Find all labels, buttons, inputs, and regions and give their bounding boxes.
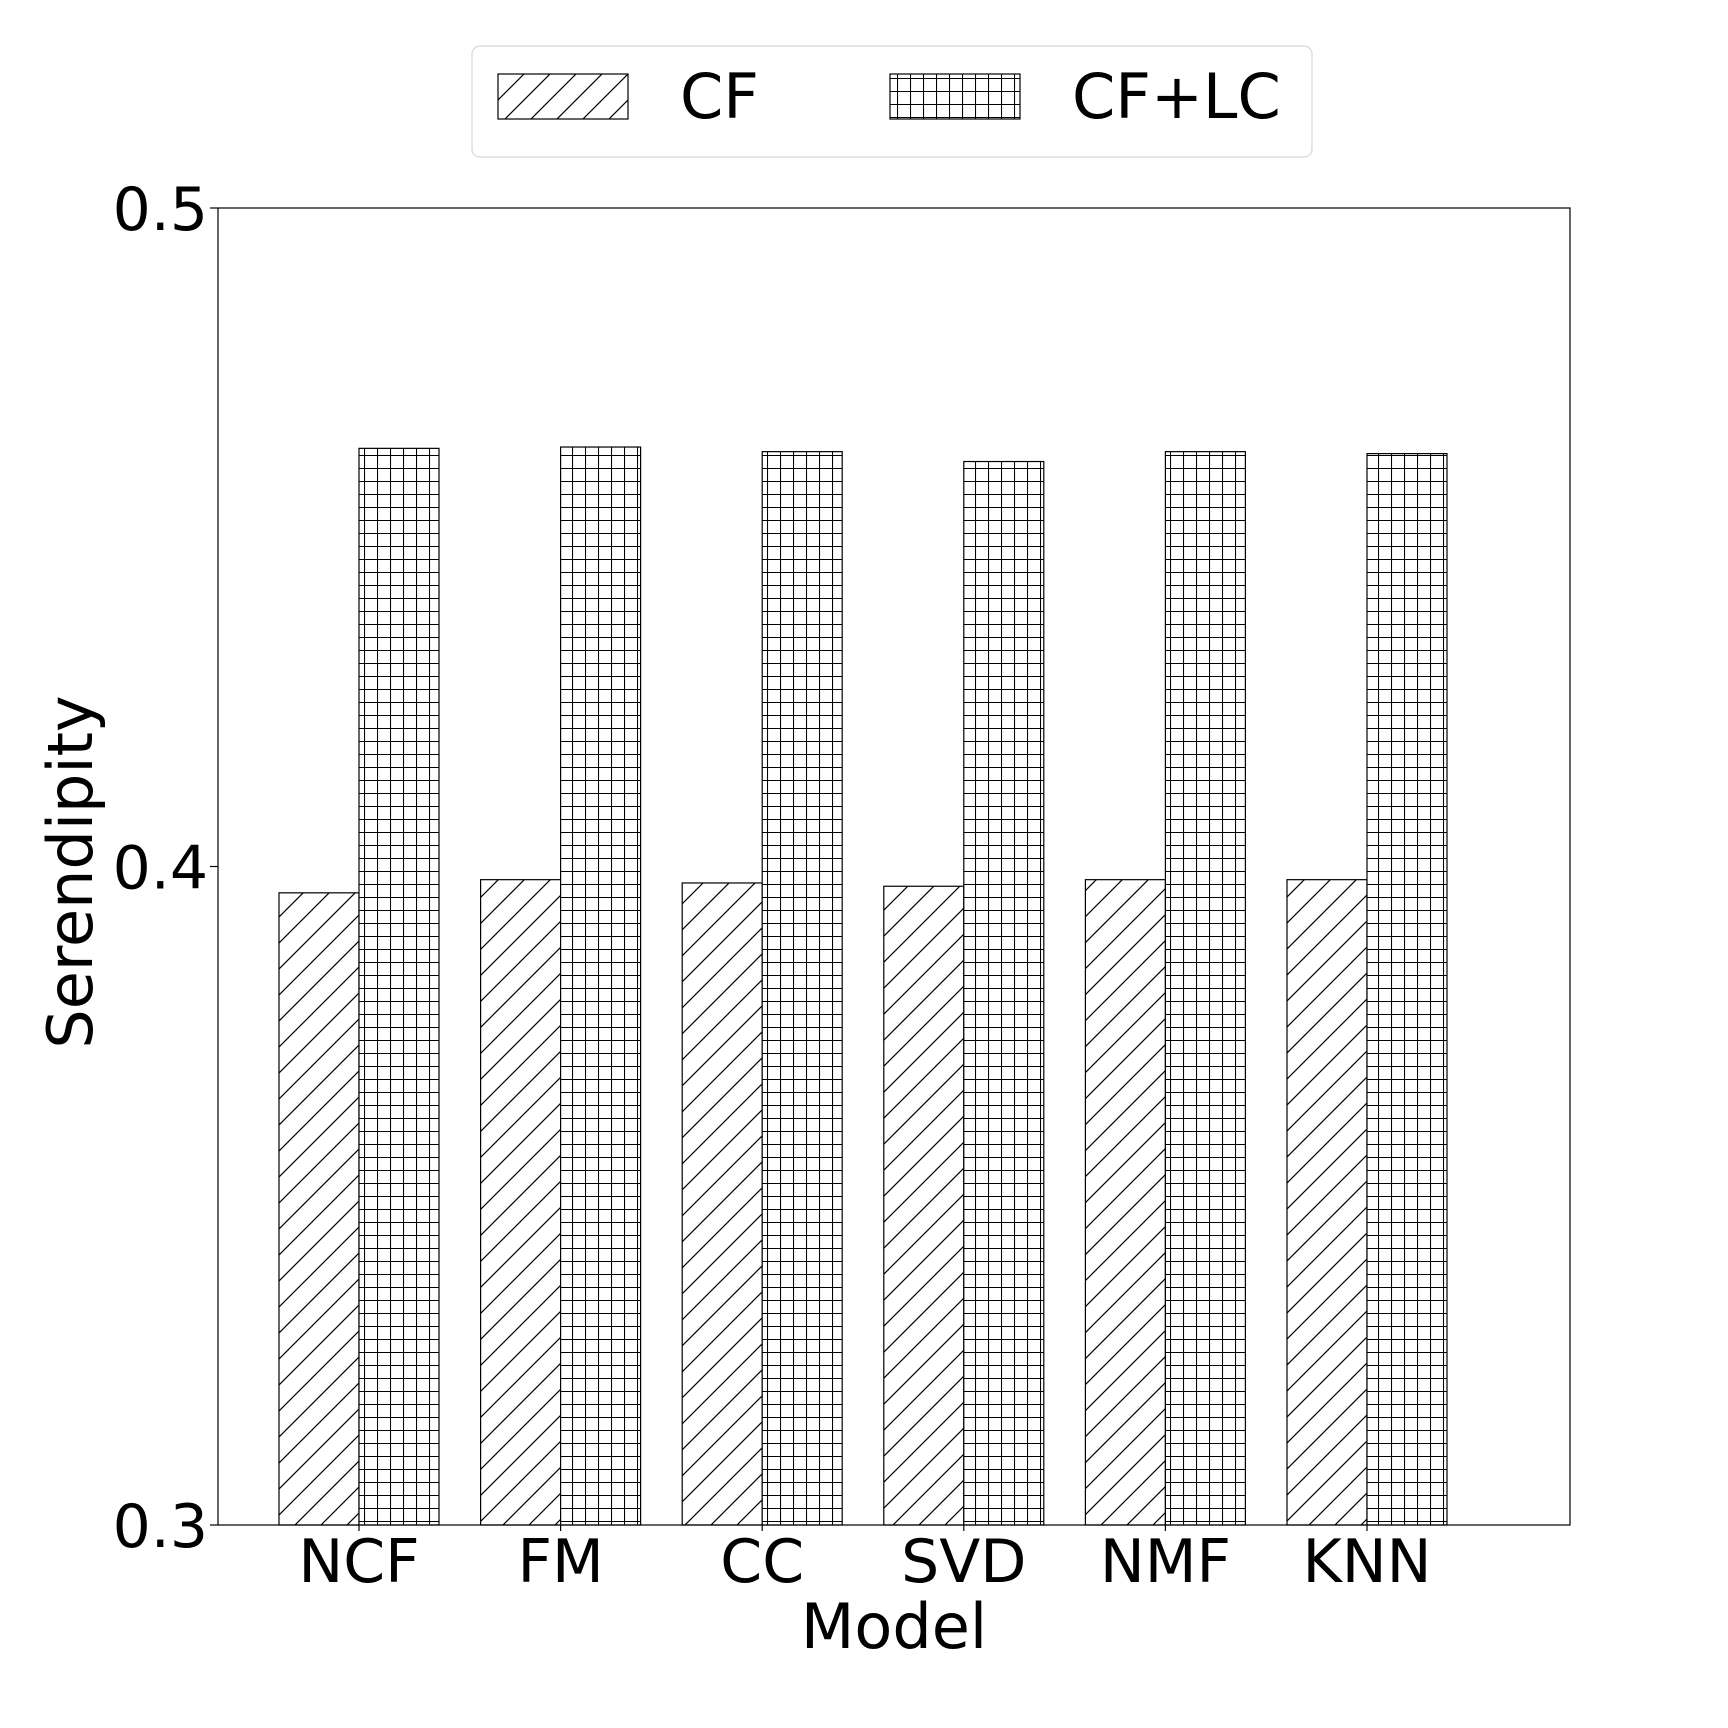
x-tick-label-nmf: NMF (1100, 1527, 1231, 1597)
bar-cf-nmf (1084, 879, 1167, 1526)
bar-cf-fm (480, 879, 562, 1526)
x-tick-label-cc: CC (720, 1527, 804, 1597)
x-axis-title: Model (801, 1590, 987, 1663)
bar-cf-lc-nmf (1164, 451, 1247, 1526)
legend: CF CF+LC (471, 45, 1313, 158)
y-axis-title: Serendipity (34, 695, 107, 1048)
bar-cf-svd (883, 885, 965, 1526)
x-tick-label-knn: KNN (1302, 1527, 1431, 1597)
y-axis: 0.3 0.4 0.5 (113, 175, 218, 1562)
bar-cf-lc-knn (1366, 453, 1448, 1526)
y-tick-label-0.4: 0.4 (113, 834, 208, 904)
x-axis: NCF FM CC SVD NMF KNN (298, 1525, 1432, 1597)
bar-cf-cc (681, 882, 763, 1526)
bar-cf-lc-cc (761, 451, 843, 1526)
y-tick-label-0.3: 0.3 (113, 1492, 208, 1562)
x-tick-label-fm: FM (517, 1527, 603, 1597)
bar-cf-lc-ncf (358, 447, 440, 1526)
x-tick-label-svd: SVD (901, 1527, 1026, 1597)
bar-cf-lc-fm (559, 446, 642, 1526)
y-tick-label-0.5: 0.5 (113, 175, 208, 245)
bar-cf-ncf (278, 892, 360, 1526)
x-tick-label-ncf: NCF (298, 1527, 419, 1597)
legend-swatch-cf (497, 73, 629, 120)
bars-group (278, 446, 1448, 1526)
bar-cf-knn (1286, 879, 1368, 1526)
bar-cf-lc-svd (963, 460, 1045, 1526)
legend-swatch-cf-lc (889, 73, 1021, 120)
legend-label-cf: CF (680, 60, 759, 133)
legend-label-cf-lc: CF+LC (1072, 60, 1281, 133)
